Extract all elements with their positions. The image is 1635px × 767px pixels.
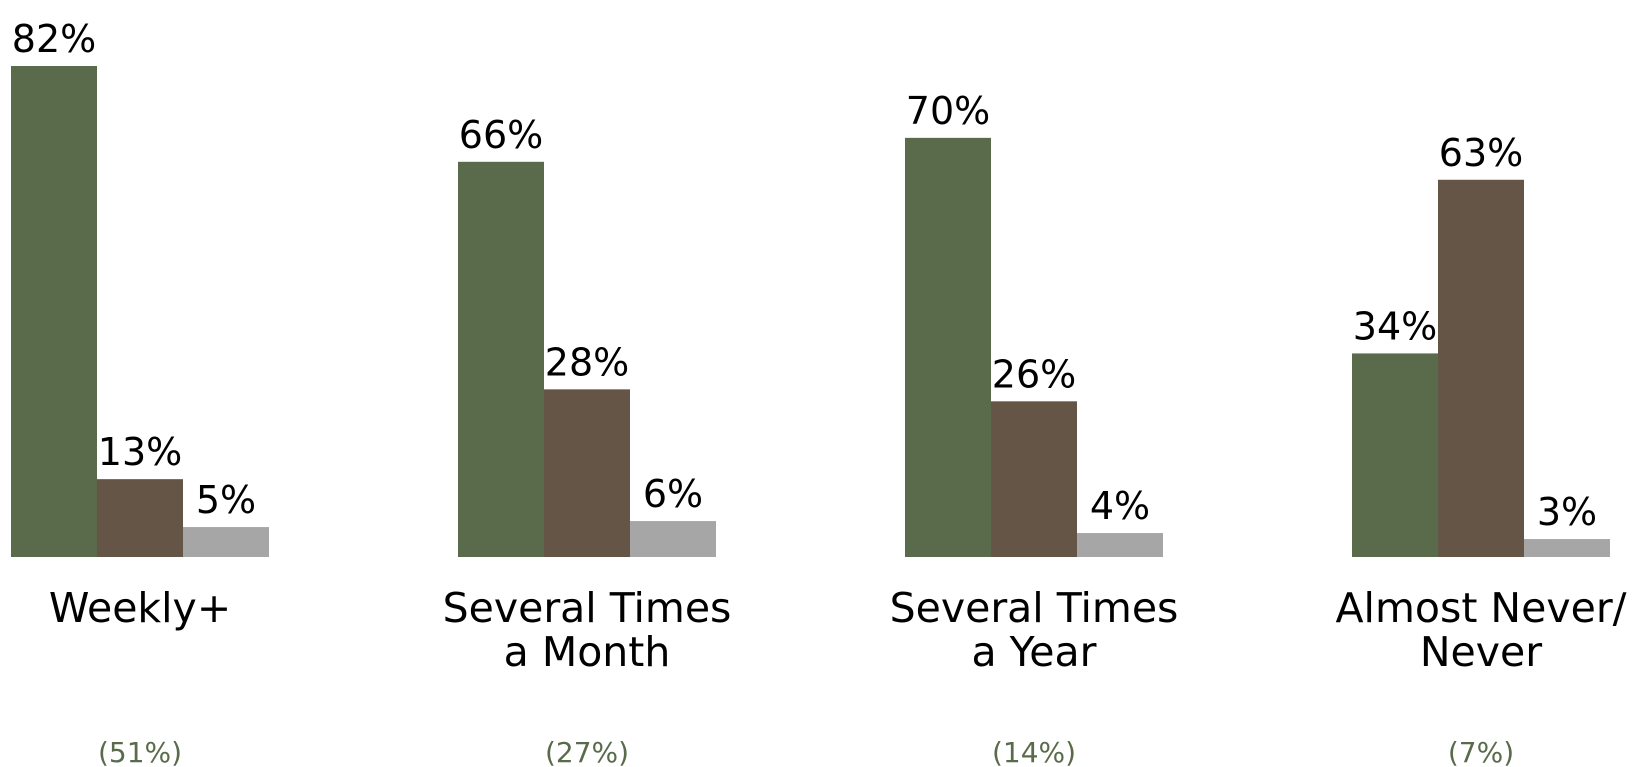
- bar-series3-cat4: [1524, 539, 1610, 557]
- data-label-series3-cat4: 3%: [1537, 490, 1597, 534]
- bar-series2-cat2: [544, 389, 630, 557]
- category-label-2-line-2: a Month: [504, 628, 671, 676]
- bar-series3-cat2: [630, 521, 716, 557]
- category-label-3-line-1: Several Times: [890, 584, 1179, 632]
- value-labels-layer: 82% 13% 5% 66% 28% 6% 70% 26% 4% 34% 63% 3%: [12, 17, 1597, 534]
- category-share-4: (7%): [1448, 736, 1514, 767]
- category-share-2: (27%): [545, 736, 629, 767]
- bar-series1-cat1: [11, 66, 97, 557]
- data-label-series1-cat2: 66%: [459, 113, 543, 157]
- data-label-series1-cat3: 70%: [906, 89, 990, 133]
- data-label-series1-cat4: 34%: [1353, 304, 1437, 348]
- category-share-3: (14%): [992, 736, 1076, 767]
- share-labels-layer: (51%) (27%) (14%) (7%): [98, 736, 1514, 767]
- category-label-4-line-2: Never: [1420, 628, 1542, 676]
- data-label-series3-cat2: 6%: [643, 472, 703, 516]
- data-label-series2-cat2: 28%: [545, 340, 629, 384]
- data-label-series3-cat3: 4%: [1090, 484, 1150, 528]
- bar-series3-cat1: [183, 527, 269, 557]
- data-label-series3-cat1: 5%: [196, 478, 256, 522]
- bar-series1-cat2: [458, 161, 544, 557]
- data-label-series2-cat1: 13%: [98, 430, 182, 474]
- category-label-1-line-1: Weekly+: [49, 584, 231, 632]
- data-label-series2-cat3: 26%: [992, 352, 1076, 396]
- bars-layer: [11, 66, 1610, 558]
- category-label-2-line-1: Several Times: [443, 584, 732, 632]
- bar-series3-cat3: [1077, 533, 1163, 557]
- bar-series1-cat3: [905, 137, 991, 558]
- data-label-series1-cat1: 82%: [12, 17, 96, 61]
- category-label-4-line-1: Almost Never/: [1336, 584, 1627, 632]
- category-share-1: (51%): [98, 736, 182, 767]
- bar-series1-cat4: [1352, 353, 1438, 557]
- data-label-series2-cat4: 63%: [1439, 131, 1523, 175]
- category-label-3-line-2: a Year: [972, 628, 1097, 676]
- bar-series2-cat3: [991, 401, 1077, 557]
- bar-series2-cat1: [97, 479, 183, 557]
- bar-series2-cat4: [1438, 179, 1524, 557]
